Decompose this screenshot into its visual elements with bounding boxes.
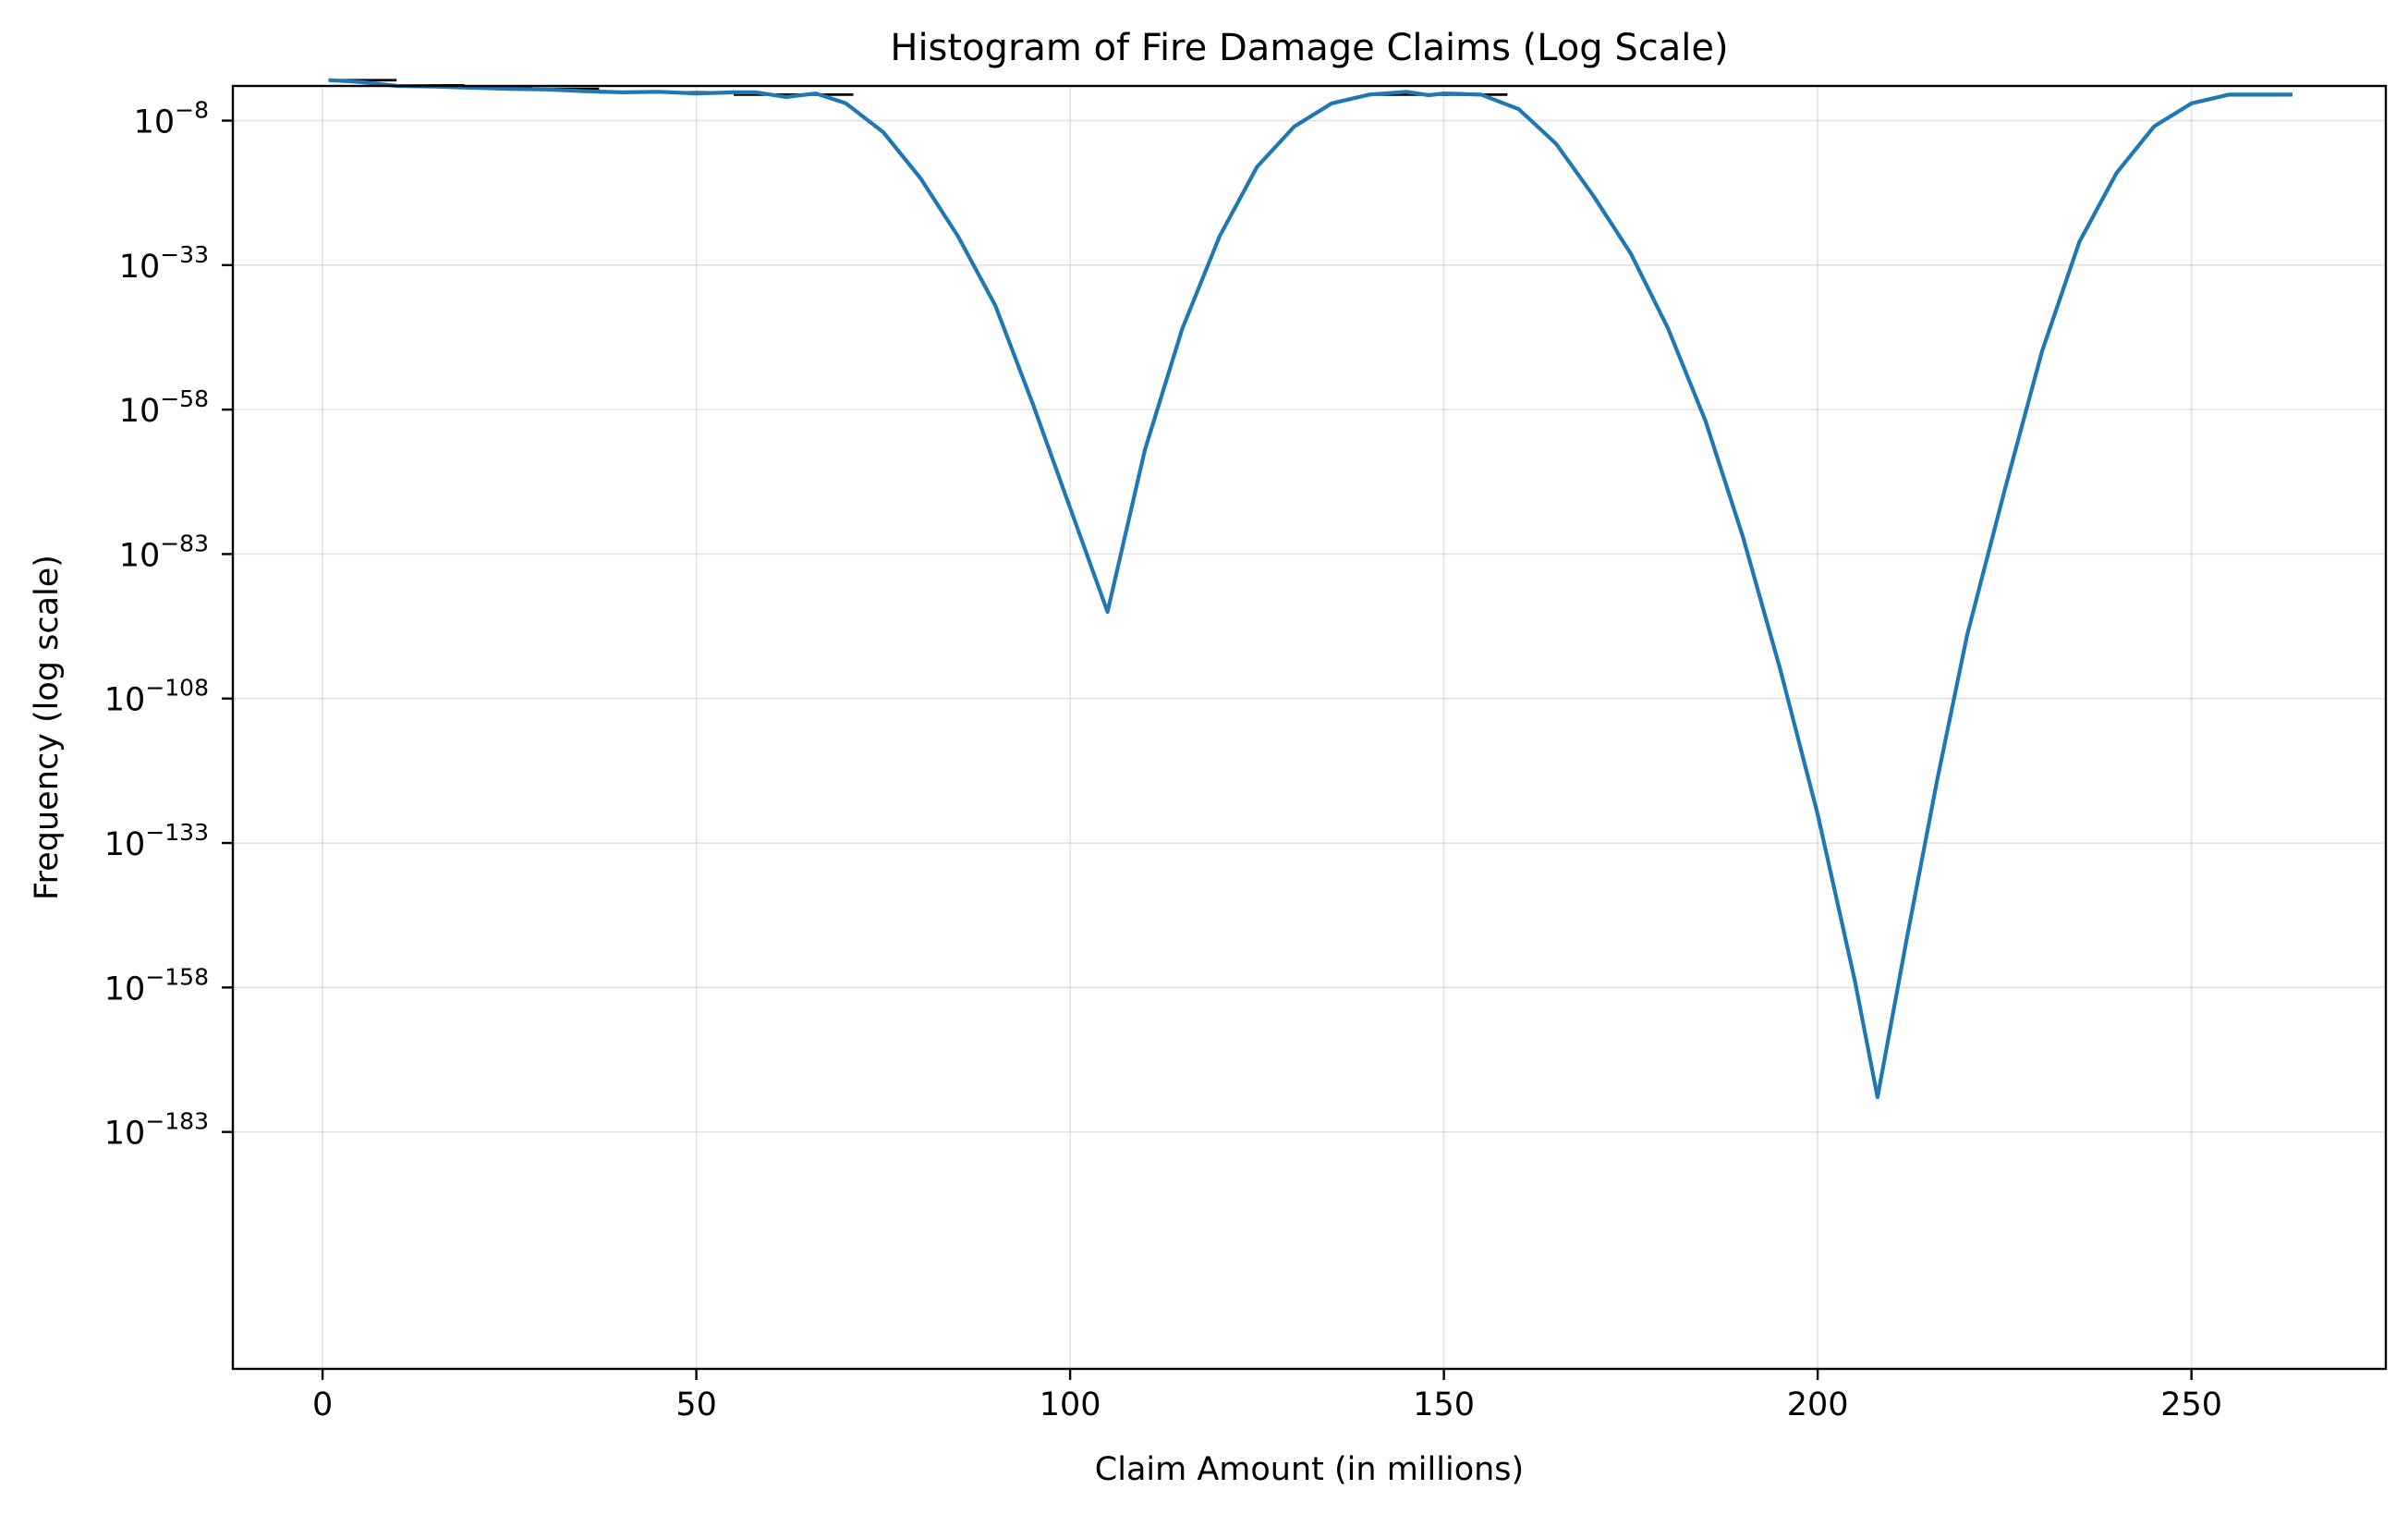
density-line (328, 78, 2292, 1100)
y-tick-label: 10−183 (104, 1108, 209, 1153)
y-tick-label-base: 10 (119, 537, 161, 574)
y-tick-label-base: 10 (104, 971, 146, 1007)
x-tick-label: 0 (312, 1386, 333, 1423)
y-tick-label-base: 10 (119, 249, 161, 286)
tick-layer: 0 50 100 150 200 25010−810−3310−5810−8310−108… (104, 97, 2222, 1423)
y-tick-label-exponent: −83 (160, 530, 209, 556)
y-tick-label-base: 10 (104, 1116, 146, 1153)
x-tick-label: 200 (1787, 1386, 1849, 1423)
y-tick-label: 10−83 (119, 530, 209, 574)
y-tick-label-base: 10 (134, 104, 176, 141)
y-tick-label-base: 10 (119, 393, 161, 430)
plot-frame (231, 84, 2388, 1371)
y-tick-label-exponent: −33 (160, 241, 209, 268)
y-tick-label: 10−58 (119, 385, 209, 430)
y-tick-label-exponent: −58 (160, 385, 209, 412)
y-tick-label: 10−108 (104, 675, 209, 719)
x-tick-label: 100 (1040, 1386, 1101, 1423)
y-tick-label: 10−33 (119, 241, 209, 286)
y-tick-label: 10−8 (134, 97, 209, 141)
x-tick-label: 50 (675, 1386, 717, 1423)
y-tick-label-exponent: −108 (145, 675, 209, 702)
grid-layer (233, 86, 2386, 1369)
chart-title: Histogram of Fire Damage Claims (Log Sca… (890, 27, 1728, 69)
y-tick-label-base: 10 (104, 826, 146, 863)
x-tick-label: 250 (2160, 1386, 2222, 1423)
y-tick-label: 10−133 (104, 819, 209, 863)
y-tick-label-base: 10 (104, 682, 146, 719)
y-axis-label: Frequency (log scale) (29, 555, 66, 900)
y-tick-label-exponent: −133 (145, 819, 209, 846)
x-axis-label: Claim Amount (in millions) (1095, 1451, 1524, 1488)
y-tick-label-exponent: −183 (145, 1108, 209, 1135)
y-tick-label-exponent: −8 (175, 97, 209, 124)
x-tick-label: 150 (1413, 1386, 1475, 1423)
density-line-layer (328, 78, 2292, 1100)
y-tick-label: 10−158 (104, 963, 209, 1007)
y-tick-label-exponent: −158 (145, 963, 209, 990)
